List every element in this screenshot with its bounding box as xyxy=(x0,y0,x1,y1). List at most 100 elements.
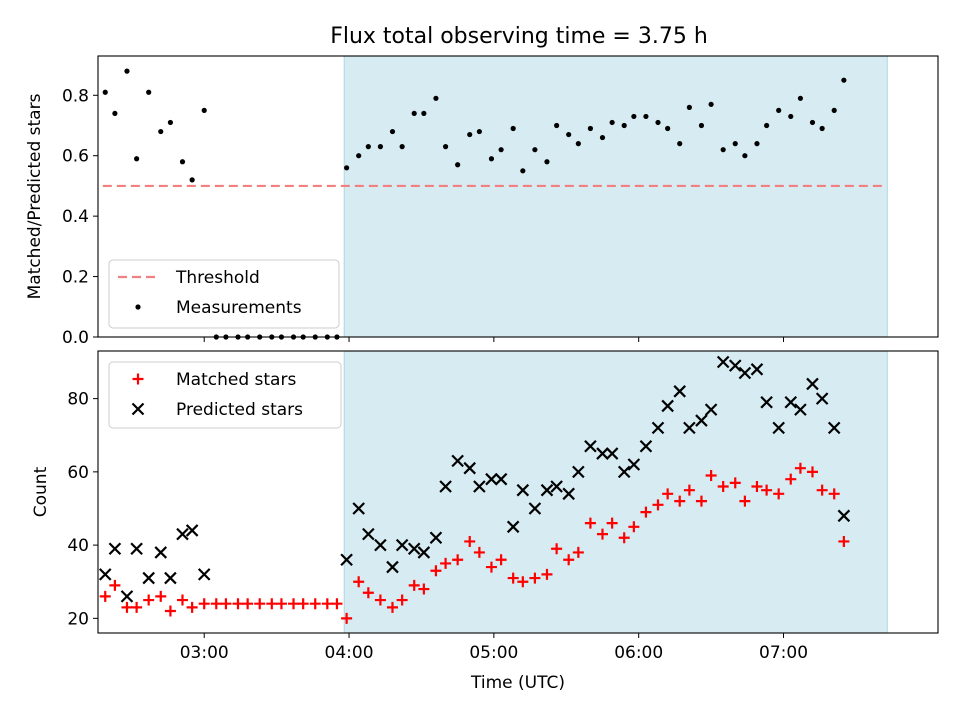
predicted-stars-point xyxy=(651,421,665,435)
measurements-point xyxy=(831,107,837,113)
y-tick-label: 0.4 xyxy=(62,207,89,227)
predicted-stars-point xyxy=(516,483,530,497)
matched-stars-point xyxy=(674,495,686,507)
predicted-stars-point xyxy=(485,472,498,486)
matched-stars-point xyxy=(386,601,398,613)
measurements-point xyxy=(621,122,627,129)
predicted-stars-point xyxy=(750,363,764,376)
matched-stars-point xyxy=(584,517,596,529)
matched-stars-point xyxy=(143,594,155,606)
matched-stars-point xyxy=(418,583,430,595)
measurements-point xyxy=(819,125,825,132)
measurements-point xyxy=(677,141,683,147)
matched-stars-point xyxy=(828,488,840,500)
matched-stars-point xyxy=(220,598,232,610)
matched-stars-point xyxy=(176,594,188,606)
matched-stars-point xyxy=(198,598,210,610)
measurements-point xyxy=(201,107,207,113)
measurements-point xyxy=(742,153,748,159)
top-panel-ratio: 0.0 0.2 0.4 0.6 0.8 Matched/Predicted stars Th… xyxy=(25,55,939,348)
matched-stars-point xyxy=(321,598,333,610)
predicted-stars-point xyxy=(815,392,829,405)
x-tick-label: 04:00 xyxy=(325,643,374,663)
matched-stars-point xyxy=(640,506,652,518)
y-tick-label: 0.8 xyxy=(62,86,89,106)
measurements-point xyxy=(179,159,186,165)
matched-stars-point xyxy=(452,554,464,566)
measurements-point xyxy=(754,141,760,147)
axes-frame xyxy=(97,350,939,634)
bottom-panel-counts: 20 40 60 80 03:00 04:00 05:00 06:00 07:00 Count Ti… xyxy=(31,350,939,693)
measurements-point xyxy=(720,147,726,153)
measurements-point xyxy=(554,122,560,129)
measurements-point xyxy=(631,113,637,120)
matched-stars-point xyxy=(164,605,176,617)
matched-stars-point xyxy=(773,488,785,500)
measurements-point xyxy=(520,168,526,174)
measurements-point xyxy=(498,147,504,153)
measurements-point xyxy=(134,156,140,162)
predicted-stars-point xyxy=(794,403,807,416)
matched-stars-point xyxy=(121,601,133,613)
predicted-stars-point xyxy=(528,502,542,515)
predicted-stars-point xyxy=(362,527,375,541)
measurements-point xyxy=(158,128,164,135)
matched-stars-point xyxy=(210,598,222,610)
predicted-stars-point xyxy=(716,355,730,369)
y-tick-label: 40 xyxy=(67,536,89,556)
measurements-point xyxy=(510,125,516,132)
matched-stars-point xyxy=(628,521,640,533)
matched-stars-point xyxy=(785,473,797,485)
predicted-stars-point xyxy=(704,403,718,416)
y-tick-label: 0.6 xyxy=(62,147,89,167)
predicted-stars-point xyxy=(627,458,641,471)
measurements-point xyxy=(442,144,449,150)
matched-stars-point xyxy=(695,495,707,507)
matched-stars-point xyxy=(131,601,143,613)
predicted-stars-point xyxy=(837,509,851,523)
matched-stars-point xyxy=(596,528,608,540)
matched-stars-point xyxy=(232,598,244,610)
measurements-point xyxy=(476,128,482,135)
predicted-stars-point xyxy=(639,439,653,453)
predicted-stars-point xyxy=(473,480,486,493)
legend-matched-stars-swatch xyxy=(132,373,144,385)
measurements-point xyxy=(146,89,152,95)
predicted-stars-point xyxy=(760,395,773,409)
x-axis-label: Time (UTC) xyxy=(470,673,565,693)
matched-stars-point xyxy=(551,543,563,555)
matched-stars-point xyxy=(396,594,408,606)
matched-stars-point xyxy=(341,612,353,624)
observing-window-shade xyxy=(343,55,888,338)
predicted-stars-point xyxy=(572,465,585,479)
matched-stars-point xyxy=(266,598,278,610)
predicted-stars-point xyxy=(738,366,752,380)
measurements-point xyxy=(365,144,371,150)
matched-stars-point xyxy=(331,598,343,610)
predicted-stars-point xyxy=(176,527,189,541)
measurements-point xyxy=(764,122,770,129)
x-tick-label: 06:00 xyxy=(614,643,663,663)
x-tick-label: 07:00 xyxy=(759,643,808,663)
measurements-point xyxy=(609,119,615,126)
measurements-point xyxy=(686,104,692,110)
measurements-point xyxy=(344,165,350,171)
measurements-point xyxy=(488,156,495,162)
measurements-point xyxy=(788,113,794,120)
matched-stars-point xyxy=(572,546,584,558)
measurements-point xyxy=(389,128,396,135)
measurements-point xyxy=(124,68,130,74)
matched-stars-point xyxy=(99,590,111,602)
predicted-stars-point xyxy=(695,414,708,427)
measurements-point xyxy=(167,119,174,126)
measurements-point xyxy=(532,147,538,153)
predicted-stars-point xyxy=(463,461,477,475)
predicted-stars-point xyxy=(395,538,409,552)
matched-stars-point xyxy=(254,598,266,610)
predicted-stars-point xyxy=(142,571,155,585)
matched-stars-point xyxy=(751,481,763,493)
matched-stars-point xyxy=(729,477,741,489)
predicted-stars-point xyxy=(164,571,177,585)
predicted-stars-point xyxy=(584,439,597,453)
